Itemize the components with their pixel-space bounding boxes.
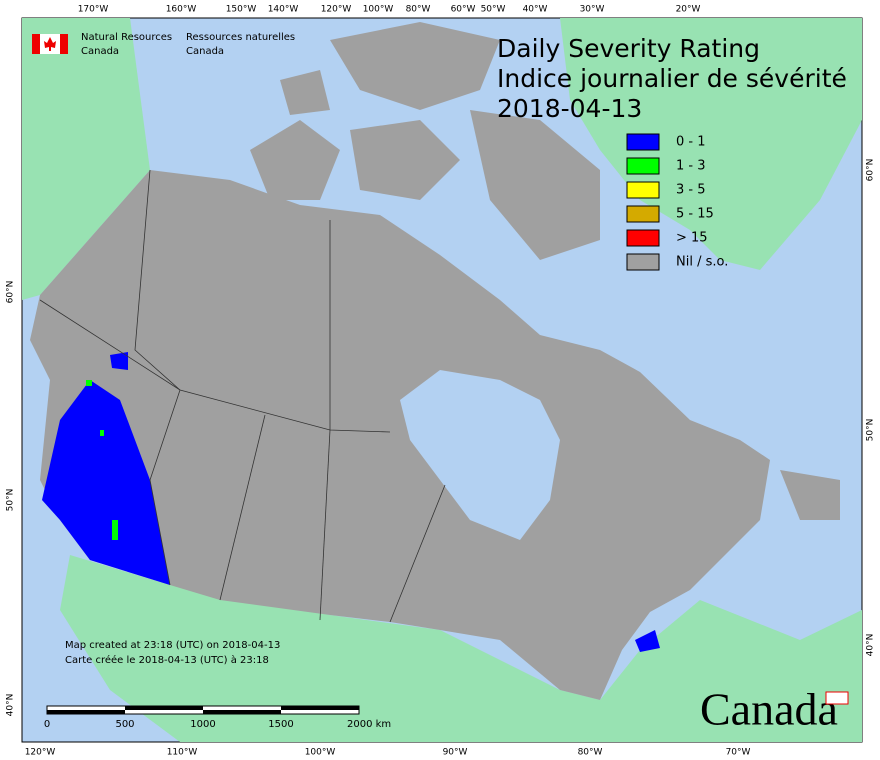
legend-label: 0 - 1 xyxy=(676,135,706,150)
scale-label: 500 xyxy=(115,719,134,730)
wordmark: Canada xyxy=(700,684,838,735)
longitude-label: 70°W xyxy=(726,748,751,758)
legend-swatch xyxy=(626,229,660,247)
latitude-label: 40°N xyxy=(6,694,16,717)
latitude-label: 60°N xyxy=(6,281,16,304)
legend-label: > 15 xyxy=(676,231,708,246)
legend-label: Nil / s.o. xyxy=(676,255,728,270)
maple-leaf xyxy=(44,37,56,51)
dsr-area-low xyxy=(110,352,128,370)
hudson-bay xyxy=(400,370,560,540)
dsr-area-low xyxy=(635,630,660,652)
legend-label: 1 - 3 xyxy=(676,159,706,174)
scale-label: 2000 km xyxy=(347,719,391,730)
dsr-area-mid xyxy=(86,380,118,540)
logo-text: Ressources naturelles xyxy=(186,32,295,43)
note: Map created at 23:18 (UTC) on 2018-04-13 xyxy=(65,640,280,651)
legend-swatch xyxy=(626,205,660,223)
logo-text: Canada xyxy=(81,46,119,57)
scale-label: 1000 xyxy=(190,719,215,730)
legend-label: 5 - 15 xyxy=(676,207,714,222)
longitude-label: 170°W xyxy=(78,5,109,15)
longitude-label: 40°W xyxy=(523,5,548,15)
scale-bar xyxy=(46,705,360,715)
latitude-label: 50°N xyxy=(866,419,876,442)
longitude-label: 120°W xyxy=(321,5,352,15)
longitude-label: 120°W xyxy=(25,748,56,758)
legend-label: 3 - 5 xyxy=(676,183,706,198)
longitude-label: 100°W xyxy=(363,5,394,15)
logo-text: Canada xyxy=(186,46,224,57)
longitude-label: 140°W xyxy=(268,5,299,15)
logo-text: Natural Resources xyxy=(81,32,172,43)
legend-swatch xyxy=(626,157,660,175)
longitude-label: 80°W xyxy=(406,5,431,15)
longitude-label: 160°W xyxy=(166,5,197,15)
latitude-label: 40°N xyxy=(866,634,876,657)
longitude-label: 80°W xyxy=(578,748,603,758)
longitude-label: 50°W xyxy=(481,5,506,15)
longitude-label: 110°W xyxy=(167,748,198,758)
boundaries xyxy=(39,169,446,623)
title: Daily Severity Rating xyxy=(497,34,760,63)
latitude-label: 60°N xyxy=(866,159,876,182)
legend-swatch xyxy=(626,133,660,151)
longitude-label: 100°W xyxy=(305,748,336,758)
title-date: 2018-04-13 xyxy=(497,94,642,123)
longitude-label: 90°W xyxy=(443,748,468,758)
dsr-area-low xyxy=(42,380,170,585)
usa xyxy=(60,555,862,742)
arctic-islands xyxy=(250,22,600,260)
legend-swatch xyxy=(626,181,660,199)
note: Carte créée le 2018-04-13 (UTC) à 23:18 xyxy=(65,654,269,666)
latitude-label: 50°N xyxy=(6,489,16,512)
scale-label: 0 xyxy=(44,719,50,730)
longitude-label: 60°W xyxy=(451,5,476,15)
canada-mainland xyxy=(30,170,770,700)
newfoundland xyxy=(780,470,840,520)
greenland xyxy=(560,18,862,270)
flag-bar xyxy=(32,34,40,54)
longitude-label: 150°W xyxy=(226,5,257,15)
alaska xyxy=(22,18,150,300)
scale-label: 1500 xyxy=(268,719,293,730)
longitude-label: 20°W xyxy=(676,5,701,15)
legend-swatch xyxy=(626,253,660,271)
wordmark-flag xyxy=(825,691,849,705)
title: Indice journalier de sévérité xyxy=(497,64,847,93)
longitude-label: 30°W xyxy=(580,5,605,15)
flag-bar xyxy=(60,34,68,54)
